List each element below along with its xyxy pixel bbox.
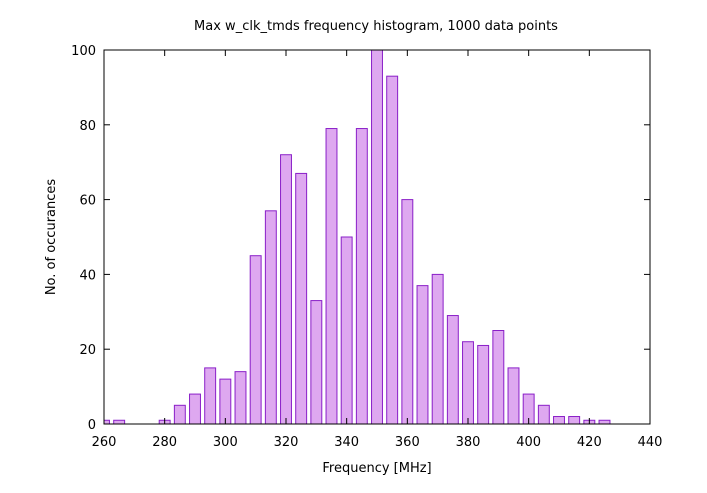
x-tick-label: 380 (456, 435, 481, 450)
x-tick-label: 280 (152, 435, 177, 450)
histogram-bar (371, 49, 383, 425)
x-tick-label: 300 (213, 435, 238, 450)
histogram-bar (598, 419, 611, 425)
histogram-bar (477, 344, 490, 425)
x-tick-label: 360 (395, 435, 420, 450)
x-tick-label: 340 (334, 435, 359, 450)
histogram-bar (234, 371, 247, 425)
histogram-bar (386, 75, 399, 425)
histogram-bar (462, 341, 474, 425)
y-tick-label: 100 (71, 44, 96, 59)
histogram-bar (189, 393, 201, 425)
y-tick-label: 60 (79, 194, 96, 209)
y-axis: 0 20 40 60 80 100 (71, 44, 650, 433)
histogram-bar (103, 419, 110, 425)
histogram-bar (507, 367, 520, 425)
histogram-bar (204, 367, 217, 425)
histogram-bar (325, 128, 338, 425)
x-tick-label: 420 (577, 435, 602, 450)
histogram-bar (219, 378, 232, 425)
x-axis-label: Frequency [MHz] (322, 461, 431, 476)
x-tick-label: 400 (516, 435, 541, 450)
histogram-bar (310, 300, 323, 425)
histogram-bar (553, 416, 565, 425)
y-axis-label: No. of occurances (44, 179, 59, 296)
histogram-bar (295, 172, 308, 425)
histogram-bar (264, 210, 277, 425)
histogram-bar (249, 255, 262, 425)
y-tick-label: 0 (88, 418, 96, 433)
histogram-bar (280, 154, 292, 425)
histogram-bar (537, 404, 550, 425)
bars-group (103, 49, 611, 425)
histogram-bar (568, 416, 581, 425)
histogram-bar (492, 330, 505, 425)
histogram-bar (431, 273, 444, 425)
x-tick-label: 440 (638, 435, 663, 450)
histogram-bar (401, 199, 414, 425)
x-tick-label: 320 (274, 435, 299, 450)
histogram-bar (446, 315, 459, 425)
histogram-bar (416, 285, 429, 425)
x-tick-label: 260 (92, 435, 117, 450)
plot-frame (103, 49, 651, 425)
histogram-bar (340, 236, 353, 425)
histogram-bar (355, 128, 368, 425)
x-axis: 260 280 300 320 340 360 380 400 420 440 (92, 50, 663, 450)
histogram-bar (113, 419, 126, 425)
y-tick-label: 80 (79, 119, 96, 134)
chart-title: Max w_clk_tmds frequency histogram, 1000… (194, 19, 558, 34)
y-tick-label: 20 (79, 343, 96, 358)
histogram-bar (173, 404, 186, 425)
y-tick-label: 40 (79, 268, 96, 283)
